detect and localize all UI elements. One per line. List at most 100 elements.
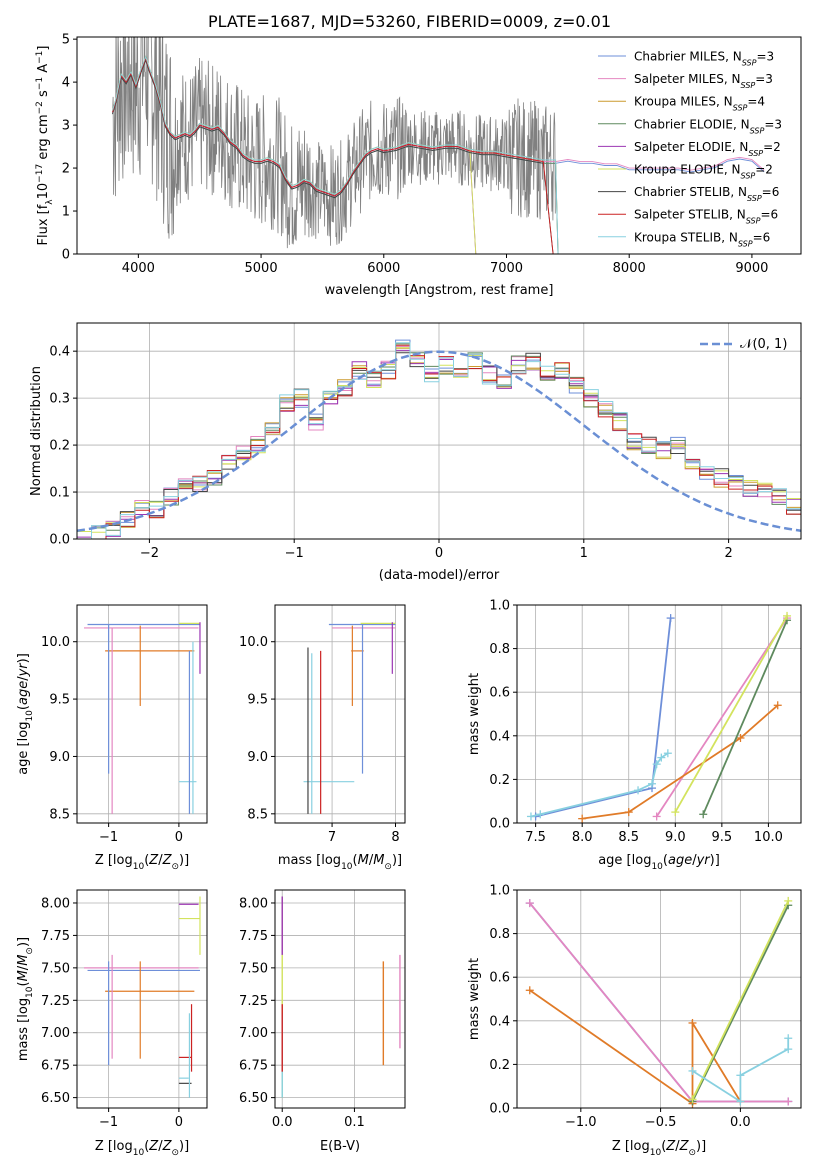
- x-tick-label: 2: [724, 546, 732, 561]
- legend-subscript: SSP: [747, 194, 762, 203]
- weight-series-line: [582, 704, 779, 820]
- y-tick-label: 10.0: [41, 635, 70, 650]
- y-tick-label: 6.50: [41, 1091, 70, 1106]
- legend-text: Salpeter MILES, N: [634, 72, 741, 86]
- label-part: 10: [36, 183, 51, 200]
- label-part: age: [668, 853, 692, 868]
- legend-entry: Salpeter STELIB, NSSP=6: [634, 208, 778, 226]
- label-part: 10: [25, 986, 35, 998]
- y-tick-label: 7.25: [41, 994, 70, 1009]
- label-part: Z [log: [612, 1139, 650, 1154]
- label-part: yr: [696, 853, 712, 868]
- gaussian-curve: [77, 350, 801, 533]
- y-tick-label: 0.8: [489, 927, 510, 942]
- histogram-step-kroupa_miles: [77, 347, 801, 539]
- x-tick-label: 7.5: [525, 830, 546, 845]
- x-tick-label: 1: [580, 546, 588, 561]
- label-part: 10: [133, 862, 145, 872]
- label-part: (: [144, 1139, 149, 1154]
- histogram-step-chabrier_miles: [77, 339, 801, 539]
- label-part: /: [369, 853, 374, 868]
- label-part: )]: [16, 653, 31, 663]
- x-tick-label: 9000: [735, 261, 768, 276]
- y-tick-label: 3: [62, 119, 70, 134]
- label-part: ]: [36, 46, 51, 51]
- y-tick-label: 0.6: [489, 971, 510, 986]
- histogram-step-salpeter_elodie: [77, 349, 801, 538]
- y-axis-label: mass weight: [467, 673, 482, 755]
- x-tick-label: 9.0: [665, 830, 686, 845]
- weight-series-line: [691, 904, 790, 1102]
- y-tick-label: 1.0: [489, 599, 510, 614]
- legend-subscript: SSP: [750, 126, 765, 135]
- label-part: /: [158, 853, 163, 868]
- label-part: (: [353, 853, 358, 868]
- y-tick-label: 7.50: [41, 961, 70, 976]
- label-part: (: [661, 1139, 666, 1154]
- y-tick-label: 6.50: [239, 1091, 268, 1106]
- x-tick-label: 0: [435, 546, 443, 561]
- weight-series-line: [529, 902, 789, 1103]
- label-part: erg cm: [36, 114, 51, 163]
- label-part: 10: [133, 1148, 145, 1158]
- data-spectrum-line: [112, 37, 556, 249]
- label-part: mass [log: [278, 853, 341, 868]
- weight-series-line: [691, 900, 790, 1100]
- x-axis-label: mass [log10(M/M⊙)]: [278, 853, 402, 872]
- model-spectrum-kroupa_stelib: [112, 55, 559, 254]
- y-tick-label: 7.50: [239, 961, 268, 976]
- y-tick-label: 8.00: [41, 896, 70, 911]
- legend-text: =6: [762, 185, 780, 199]
- label-part: ⊙: [171, 862, 179, 872]
- x-axis-label: age [log10(age/yr)]: [598, 853, 720, 872]
- label-part: Z: [148, 853, 159, 868]
- x-axis-label: Z [log10(Z/Z⊙)]: [95, 1139, 189, 1158]
- weight-series-line: [530, 752, 669, 818]
- legend-text: Chabrier STELIB, N: [634, 185, 747, 199]
- axes-frame: [76, 889, 208, 1109]
- histogram-step-kroupa_stelib: [77, 342, 801, 539]
- label-part: A: [36, 64, 51, 77]
- weight-series-line: [702, 619, 788, 815]
- x-tick-label: 9.5: [712, 830, 733, 845]
- legend-text: Chabrier MILES, N: [634, 50, 742, 64]
- weight-series-line: [529, 989, 742, 1106]
- label-part: Z [log: [95, 1139, 133, 1154]
- label-part: (: [16, 981, 31, 986]
- axes-frame: [516, 889, 802, 1109]
- y-tick-label: 0.2: [489, 1058, 510, 1073]
- label-part: Z: [679, 1139, 690, 1154]
- x-tick-label: 0: [175, 830, 183, 845]
- legend-subscript: SSP: [748, 148, 763, 157]
- x-tick-label: 4000: [122, 261, 155, 276]
- axes-frame: [76, 604, 208, 824]
- label-part: ⊙: [171, 1148, 179, 1158]
- label-part: ⊙: [25, 947, 35, 955]
- label-part: M: [16, 970, 31, 981]
- legend-text: Kroupa MILES, N: [634, 95, 733, 109]
- label-part: age [log: [598, 853, 651, 868]
- figure-title: PLATE=1687, MJD=53260, FIBERID=0009, z=0…: [207, 12, 612, 31]
- label-part: )]: [696, 1139, 706, 1154]
- y-tick-label: 0.2: [49, 439, 70, 454]
- y-tick-label: 10.0: [239, 635, 268, 650]
- label-part: )]: [179, 853, 189, 868]
- y-tick-label: 0.2: [489, 773, 510, 788]
- legend-text: Kroupa ELODIE, N: [634, 163, 741, 177]
- label-part: ⊙: [688, 1148, 696, 1158]
- x-axis-label: Z [log10(Z/Z⊙)]: [612, 1139, 706, 1158]
- label-part: Flux [f: [36, 204, 51, 245]
- label-part: )]: [392, 853, 402, 868]
- label-part: age: [16, 681, 31, 705]
- x-tick-label: 0.0: [272, 1115, 293, 1130]
- x-axis-label: E(B-V): [320, 1139, 360, 1154]
- histogram-step-salpeter_miles: [77, 346, 801, 539]
- label-part: /: [16, 965, 31, 970]
- y-tick-label: 9.0: [247, 750, 268, 765]
- y-tick-label: 5: [62, 33, 70, 48]
- y-tick-label: 8.5: [247, 807, 268, 822]
- label-part: Z [log: [95, 853, 133, 868]
- label-part: 10: [341, 862, 353, 872]
- y-axis-label: age [log10(age/yr)]: [16, 653, 35, 775]
